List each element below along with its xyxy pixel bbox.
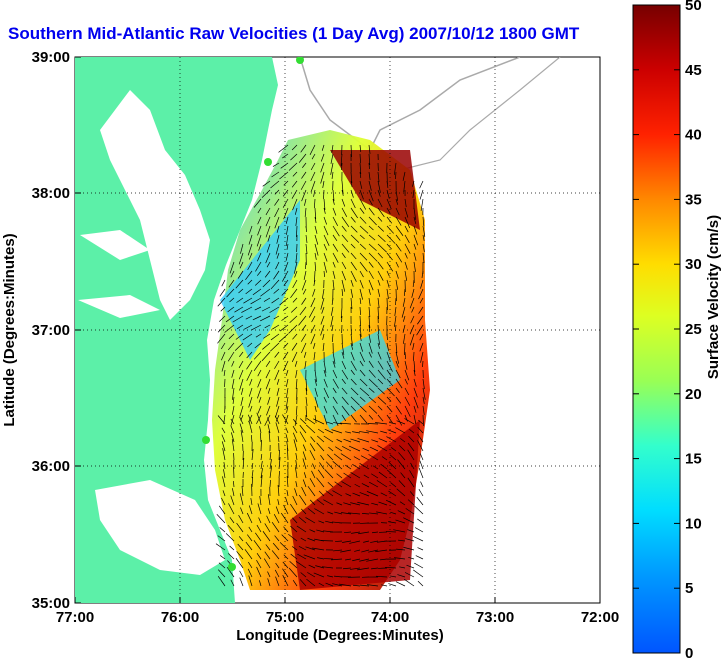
colorbar-tick-label: 15: [685, 451, 702, 468]
y-tick-label: 35:00: [32, 595, 70, 612]
x-tick-label: 72:00: [581, 609, 619, 626]
map-title: Southern Mid-Atlantic Raw Velocities (1 …: [8, 24, 580, 43]
colorbar-tick-label: 10: [685, 515, 702, 532]
x-tick-label: 73:00: [476, 609, 514, 626]
colorbar-tick-label: 25: [685, 321, 702, 338]
colorbar-tick-label: 0: [685, 645, 693, 659]
colorbar-tick-label: 20: [685, 386, 702, 403]
radar-station: [228, 563, 236, 571]
colorbar-tick-label: 5: [685, 580, 693, 597]
land-mass: [75, 57, 278, 603]
y-tick-label: 37:00: [32, 322, 70, 339]
x-tick-label: 75:00: [266, 609, 304, 626]
chesapeake-bay: [100, 90, 210, 320]
radar-station: [202, 436, 210, 444]
x-tick-label: 76:00: [161, 609, 199, 626]
radar-station: [264, 158, 272, 166]
x-tick-label: 77:00: [56, 609, 94, 626]
y-axis-label: Latitude (Degrees:Minutes): [1, 233, 18, 426]
radar-station: [296, 57, 304, 64]
colorbar-tick-label: 35: [685, 191, 702, 208]
y-tick-label: 36:00: [32, 458, 70, 475]
x-axis-label: Longitude (Degrees:Minutes): [236, 627, 444, 644]
colorbar-tick-label: 45: [685, 62, 702, 79]
pamlico-sound: [95, 480, 225, 575]
y-tick-label: 39:00: [32, 49, 70, 66]
colorbar-tick-label: 30: [685, 256, 702, 273]
colorbar-tick-label: 50: [685, 0, 702, 14]
colorbar-label: Surface Velocity (cm/s): [705, 215, 722, 379]
colorbar-tick-label: 40: [685, 127, 702, 144]
x-tick-label: 74:00: [371, 609, 409, 626]
y-tick-label: 38:00: [32, 185, 70, 202]
bathymetry-contour: [299, 57, 521, 152]
colorbar: [632, 4, 681, 654]
